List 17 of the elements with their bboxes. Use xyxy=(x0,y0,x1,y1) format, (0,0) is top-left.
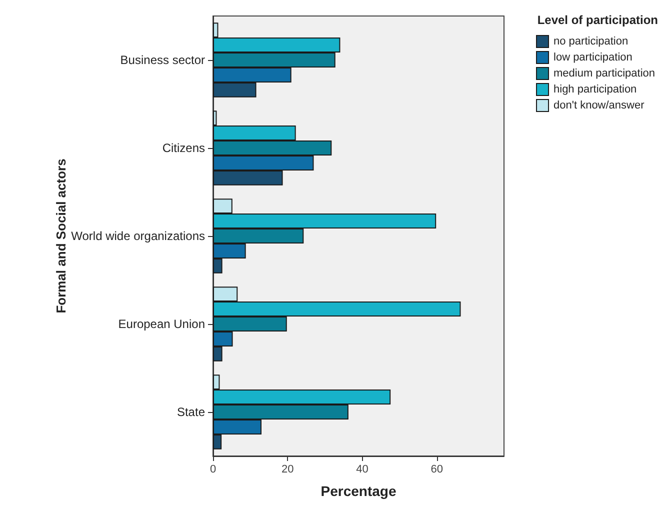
legend-label: low participation xyxy=(554,52,632,64)
y-tick-label: World wide organizations xyxy=(71,229,205,243)
y-tick-label: European Union xyxy=(118,317,205,331)
x-tick-label: 40 xyxy=(356,464,368,476)
legend-title: Level of participation xyxy=(537,13,658,27)
x-tick-label: 20 xyxy=(281,464,294,476)
y-tick-label: State xyxy=(176,405,206,419)
legend-label: no participation xyxy=(554,36,628,48)
y-axis-title: Formal and Social actors xyxy=(53,158,68,314)
legend-label: high participation xyxy=(554,84,637,96)
legend-label: medium participation xyxy=(554,68,656,80)
x-tick-label: 0 xyxy=(210,464,216,476)
x-tick-label: 60 xyxy=(430,464,443,476)
y-tick-label: Business sector xyxy=(120,53,206,67)
y-tick-label: Citizens xyxy=(162,141,205,155)
legend-label: don't know/answer xyxy=(554,100,645,112)
x-axis-title: Percentage xyxy=(320,483,396,499)
